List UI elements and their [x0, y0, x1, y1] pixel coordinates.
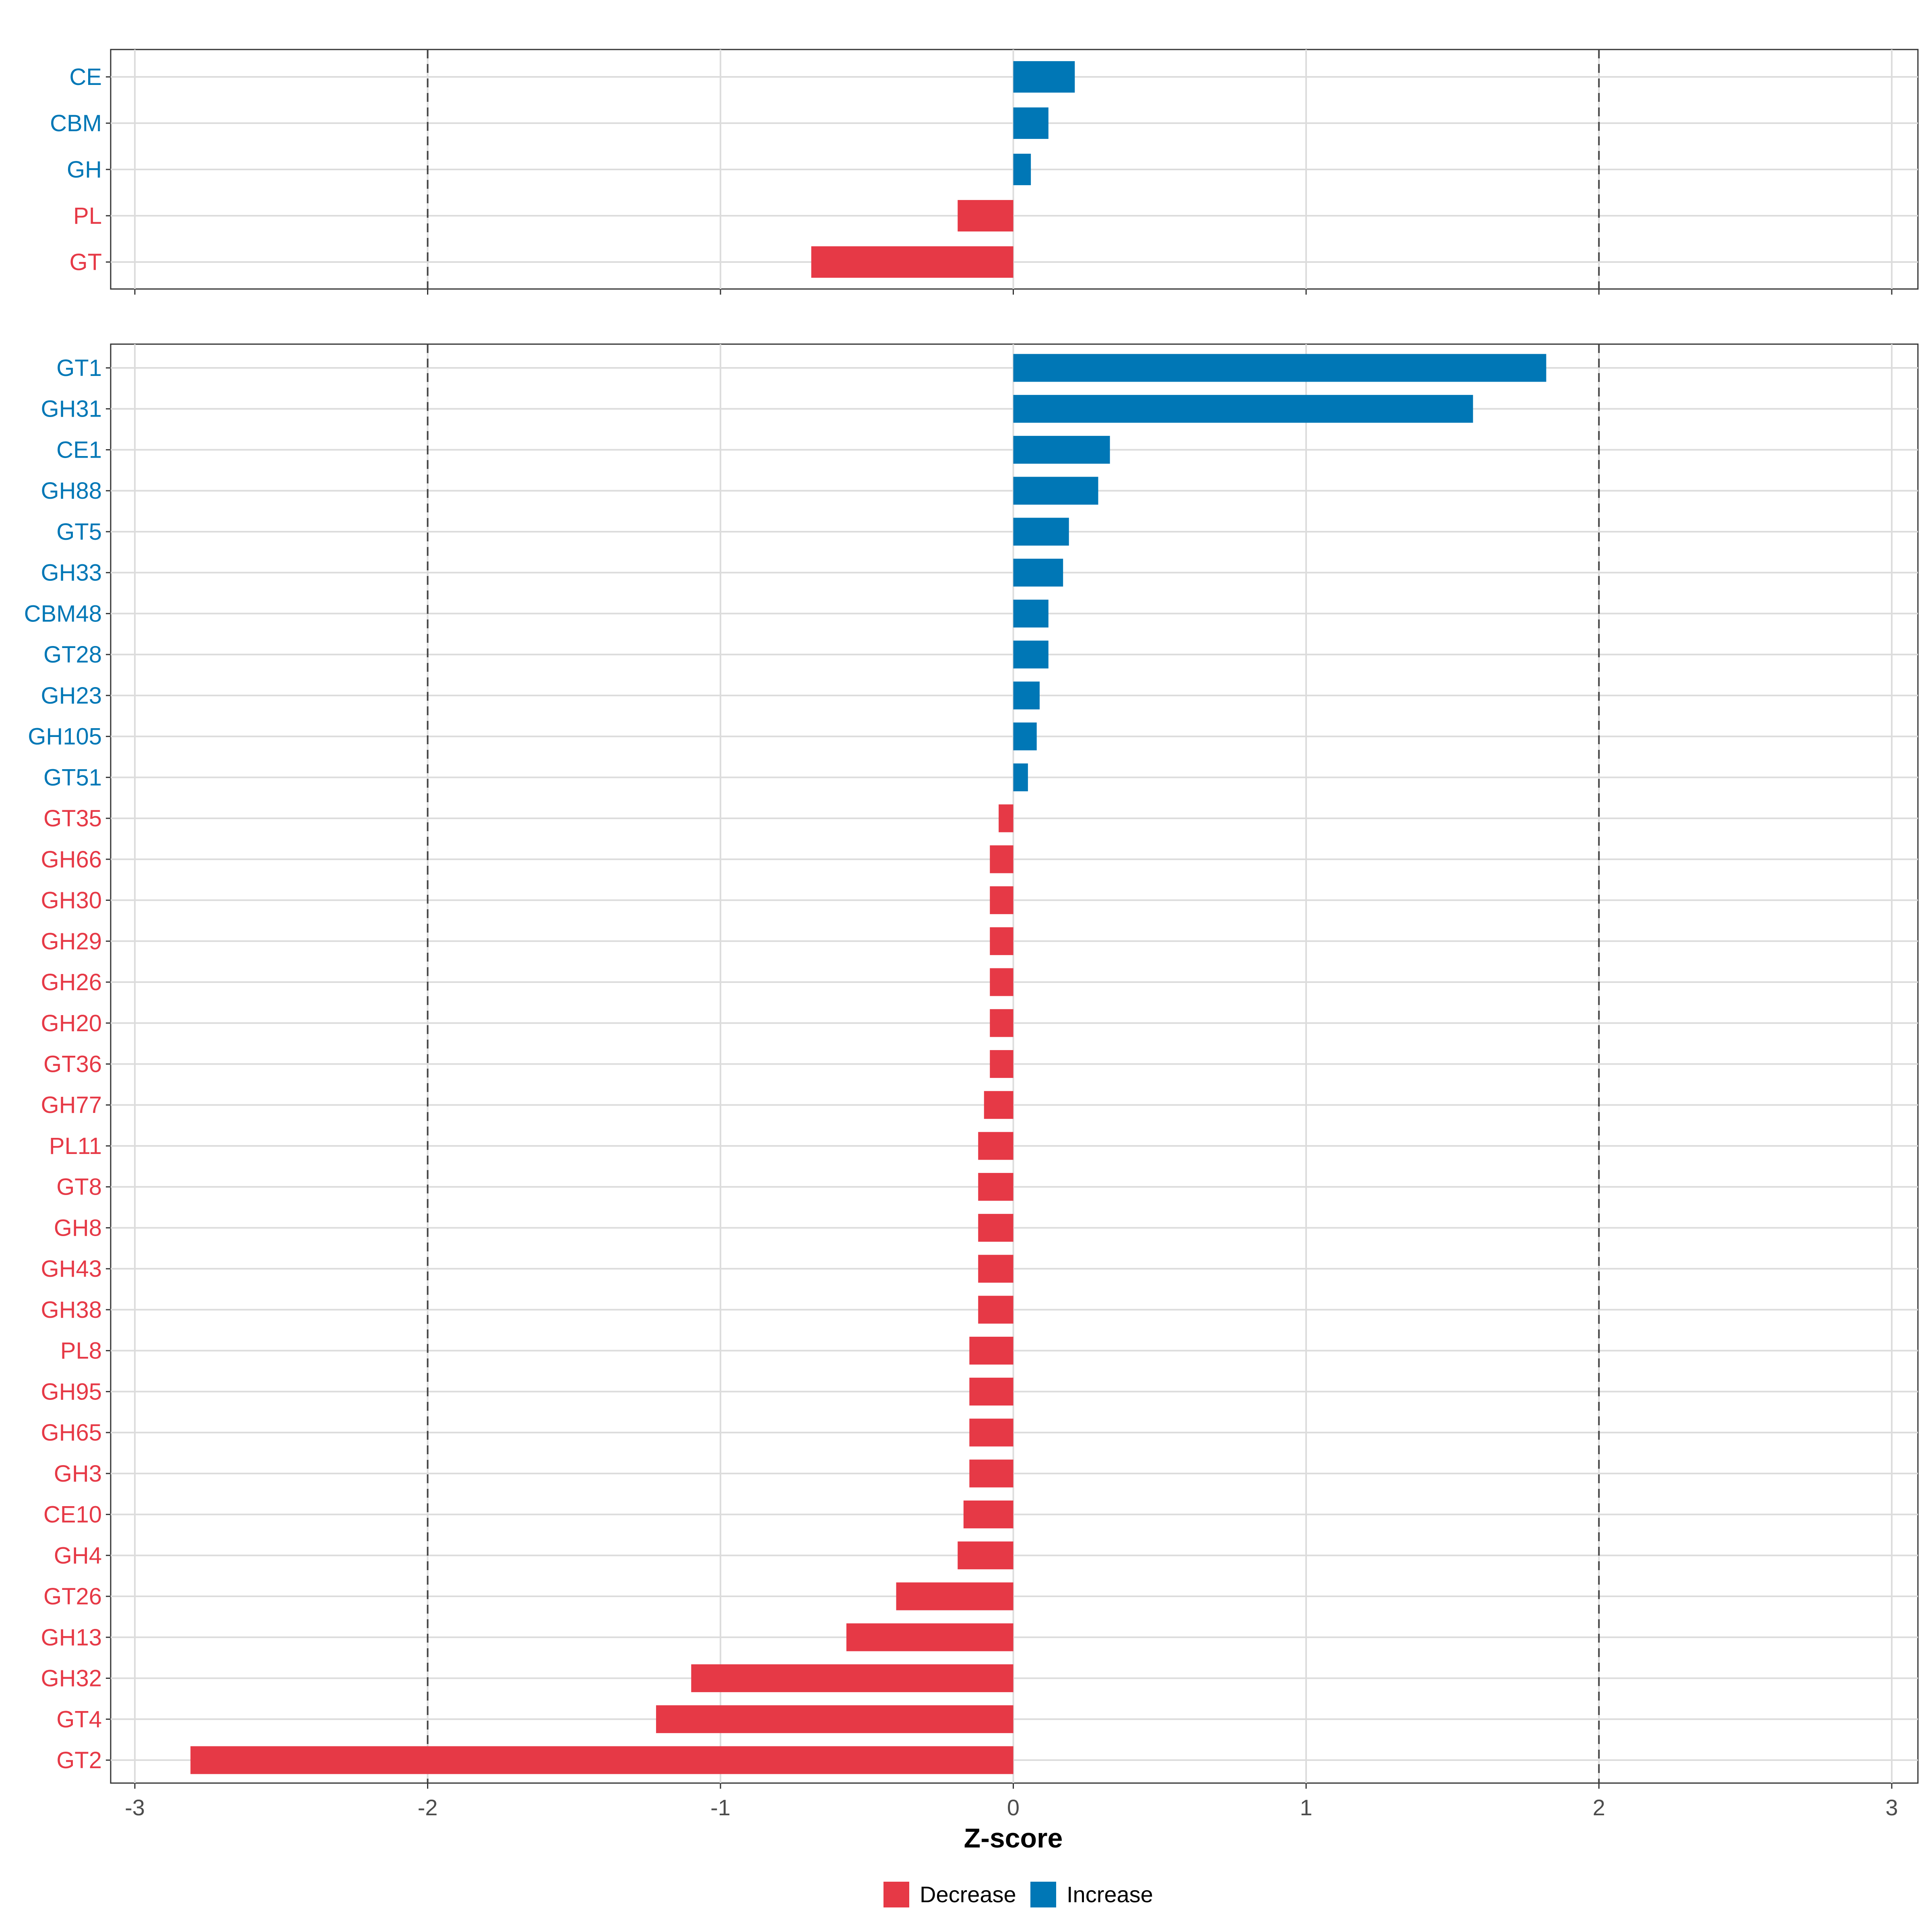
category-label-GH8: GH8: [54, 1215, 102, 1241]
legend: Decrease Increase: [883, 1882, 1153, 1907]
bar-GH: [1013, 153, 1031, 186]
legend-key-decrease: [883, 1882, 909, 1907]
category-label-CBM: CBM: [50, 110, 102, 136]
x-axis-title: Z-score: [964, 1823, 1063, 1854]
category-label-GT5: GT5: [56, 519, 102, 545]
category-label-GH20: GH20: [41, 1010, 102, 1036]
category-label-GH26: GH26: [41, 969, 102, 995]
x-tick-label: 1: [1300, 1795, 1312, 1820]
bar-GH65: [969, 1418, 1013, 1447]
bar-GT5: [1013, 518, 1069, 546]
category-label-GH31: GH31: [41, 396, 102, 422]
category-label-GH13: GH13: [41, 1624, 102, 1651]
bar-GH66: [990, 845, 1013, 873]
category-label-GT4: GT4: [56, 1706, 102, 1732]
bar-GH77: [984, 1091, 1013, 1119]
bar-GT4: [656, 1705, 1013, 1733]
bar-CE: [1013, 61, 1075, 93]
bar-GT: [811, 246, 1013, 278]
x-tick-label: 0: [1007, 1795, 1020, 1820]
bar-GH26: [990, 968, 1013, 996]
bar-GH105: [1013, 722, 1037, 751]
category-label-GH77: GH77: [41, 1092, 102, 1118]
category-label-GT2: GT2: [56, 1747, 102, 1773]
category-label-GH30: GH30: [41, 888, 102, 914]
category-label-GH4: GH4: [54, 1542, 102, 1569]
category-label-GH: GH: [67, 157, 102, 183]
bar-GH33: [1013, 559, 1063, 587]
x-tick-label: -1: [710, 1795, 731, 1820]
bar-GH8: [978, 1214, 1013, 1242]
category-label-GT35: GT35: [43, 805, 102, 832]
bar-GT1: [1013, 354, 1546, 382]
bar-GH3: [969, 1459, 1013, 1488]
category-label-PL: PL: [73, 203, 102, 229]
category-label-GT1: GT1: [56, 355, 102, 381]
bar-GH20: [990, 1009, 1013, 1037]
bar-GH43: [978, 1255, 1013, 1283]
bar-CE1: [1013, 436, 1110, 464]
category-label-GH29: GH29: [41, 928, 102, 954]
bar-PL11: [978, 1132, 1013, 1160]
bar-CBM48: [1013, 599, 1049, 628]
x-tick-label: 3: [1885, 1795, 1898, 1820]
category-label-PL8: PL8: [60, 1338, 102, 1364]
category-label-GT8: GT8: [56, 1174, 102, 1200]
x-tick-label: -2: [418, 1795, 438, 1820]
category-label-GH88: GH88: [41, 478, 102, 504]
category-label-GH43: GH43: [41, 1256, 102, 1282]
category-label-GT51: GT51: [43, 764, 102, 791]
category-label-CE1: CE1: [56, 437, 102, 463]
x-tick-label: -3: [125, 1795, 145, 1820]
bar-GT28: [1013, 640, 1049, 669]
category-label-GH65: GH65: [41, 1420, 102, 1446]
bar-GH30: [990, 886, 1013, 914]
bar-PL: [958, 200, 1013, 232]
category-label-GH32: GH32: [41, 1666, 102, 1692]
category-label-CBM48: CBM48: [24, 601, 102, 627]
bar-GH29: [990, 927, 1013, 955]
bar-GT8: [978, 1173, 1013, 1201]
bar-GH32: [691, 1664, 1013, 1693]
category-label-GH38: GH38: [41, 1297, 102, 1323]
bar-GH4: [958, 1541, 1013, 1569]
panel-class-level: CE CBM GH PL GT: [50, 49, 1919, 295]
bar-GT2: [190, 1746, 1013, 1774]
panel-family-level: GT1 GH31 CE1 GH88 GT5 GH33 CBM48 GT28 GH23 GH105 G…: [24, 343, 1919, 1789]
category-label-GT: GT: [69, 249, 102, 275]
category-label-CE: CE: [69, 64, 102, 90]
bar-GT26: [896, 1582, 1013, 1610]
bar-CBM: [1013, 107, 1049, 139]
category-label-GH33: GH33: [41, 560, 102, 586]
category-label-PL11: PL11: [49, 1133, 102, 1159]
bar-GH23: [1013, 681, 1040, 710]
legend-label-decrease: Decrease: [920, 1882, 1016, 1907]
category-label-CE10: CE10: [43, 1502, 102, 1528]
category-label-GH66: GH66: [41, 846, 102, 873]
category-label-GH23: GH23: [41, 683, 102, 709]
x-tick-label: 2: [1593, 1795, 1605, 1820]
bar-GH95: [969, 1377, 1013, 1406]
bar-GT35: [999, 804, 1013, 832]
bar-GH38: [978, 1296, 1013, 1324]
bar-PL8: [969, 1337, 1013, 1365]
category-label-GH95: GH95: [41, 1379, 102, 1405]
bar-GH88: [1013, 477, 1098, 505]
bar-GH13: [846, 1623, 1013, 1651]
category-label-GT36: GT36: [43, 1051, 102, 1077]
bar-GH31: [1013, 395, 1473, 423]
legend-label-increase: Increase: [1067, 1882, 1153, 1907]
bar-GT51: [1013, 763, 1028, 791]
bar-CE10: [963, 1500, 1013, 1529]
category-label-GT26: GT26: [43, 1583, 102, 1610]
category-label-GH3: GH3: [54, 1461, 102, 1487]
category-label-GH105: GH105: [28, 724, 102, 750]
category-label-GT28: GT28: [43, 642, 102, 668]
bar-GT36: [990, 1050, 1013, 1078]
legend-key-increase: [1030, 1882, 1056, 1907]
